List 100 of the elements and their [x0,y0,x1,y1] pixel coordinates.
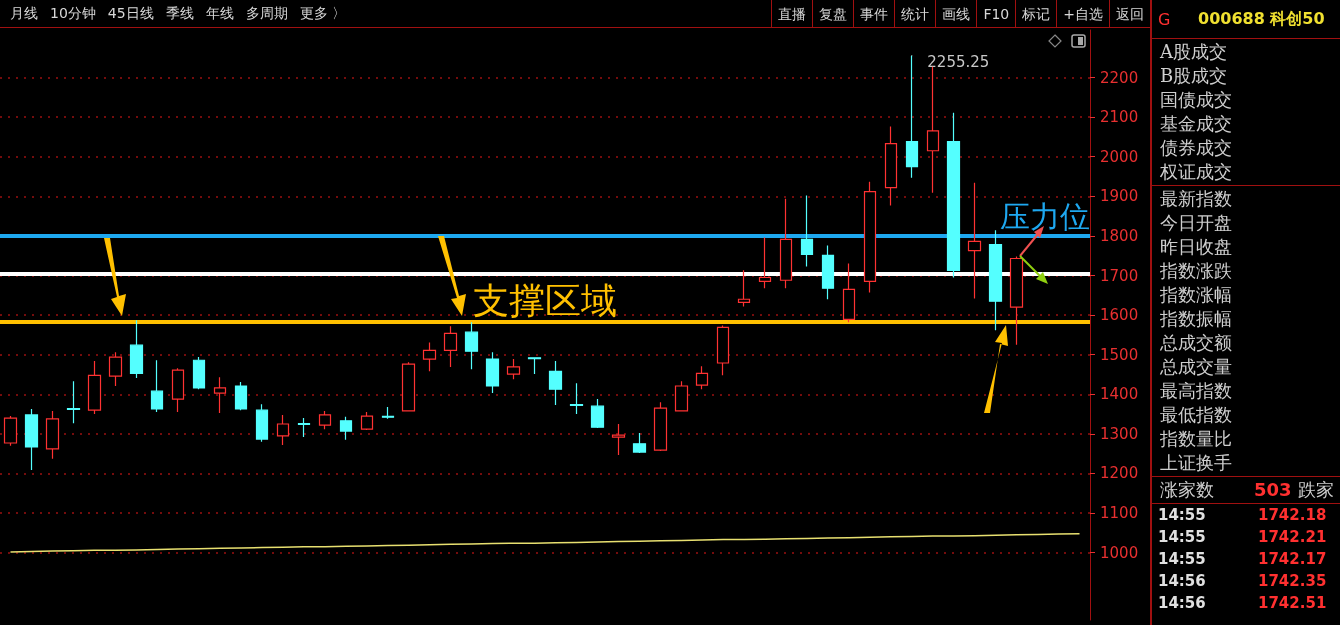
candlestick [988,229,1003,331]
candlestick [485,351,500,394]
text: 涨家数 [1160,478,1214,502]
candlestick [171,367,185,413]
category-label: 14:55 [1157,527,1207,548]
candlestick [569,382,584,415]
candlestick [548,360,563,406]
candlestick [779,198,793,289]
y-tick-label: 2200 [1100,68,1139,87]
candlestick [800,194,814,267]
data-label: 1742.35 [1258,571,1327,592]
text: 503 [1254,478,1292,502]
candlestick [967,182,982,300]
text: B股成交 [1159,64,1229,88]
text: 总成交量 [1159,355,1233,379]
y-tick-label: 1000 [1100,543,1139,562]
candlestick [653,401,668,452]
data-label: 1742.18 [1258,505,1327,526]
y-tick-label: 2100 [1100,108,1139,127]
ref-line-label: 压力位 [1000,199,1090,235]
text: 月线 [10,4,38,23]
candlestick [737,269,751,307]
text: 45日线 [107,4,154,23]
candlestick [443,325,458,368]
candlestick [381,406,395,420]
text: F10 [976,0,1016,28]
candlestick [758,236,772,289]
candlestick [297,417,311,438]
line-series [9,532,1081,553]
annotation: 2255.25 [927,52,990,71]
candlestick [3,415,18,447]
candlestick [401,361,416,412]
category-label: 14:56 [1157,571,1207,592]
text: 事件 [853,0,895,28]
candlestick [926,66,940,194]
text: 昨日收盘 [1159,235,1233,259]
category-label: 14:55 [1157,549,1207,570]
category-label: 14:55 [1157,505,1207,526]
text: 债券成交 [1159,136,1233,160]
text: 标记 [1015,0,1057,28]
text: 年线 [205,4,234,23]
candlestick [674,380,689,412]
candlestick [108,351,123,387]
y-tick-label: 1700 [1100,266,1139,285]
candlestick [611,423,626,456]
y-tick-label: 1600 [1100,306,1139,325]
y-tick-label: 1500 [1100,345,1139,364]
text: 指数量比 [1159,427,1233,451]
text: 更多 〉 [299,4,347,23]
candlestick [87,360,102,415]
candlestick [150,359,164,413]
y-tick-label: 1100 [1100,504,1139,523]
candlestick [842,263,856,323]
y-tick-label: 1800 [1100,226,1139,245]
y-tick-label: 1200 [1100,464,1139,483]
text: 画线 [935,0,977,28]
text: G [1158,9,1172,29]
ref-line-label: 支撑区域 [473,279,617,321]
text: 指数涨幅 [1159,283,1233,307]
text: 最低指数 [1159,403,1233,427]
text: 最新指数 [1159,187,1233,211]
y-tick-label: 1900 [1100,187,1139,206]
candlestick [360,411,374,431]
text: 上证换手 [1159,451,1233,475]
y-tick-label: 1300 [1100,424,1139,443]
candlestick [527,357,542,375]
text: 复盘 [812,0,854,28]
y-tick-label: 2000 [1100,147,1139,166]
candlestick [716,324,730,376]
text: A股成交 [1159,40,1228,64]
data-label: 1742.51 [1258,593,1327,614]
category-label: 14:56 [1157,593,1207,614]
text: 权证成交 [1159,160,1233,184]
text: 跌家 [1297,478,1334,502]
candlestick [884,126,898,207]
candlestick [946,112,961,279]
candlestick [695,365,709,390]
candlestick [905,55,919,179]
candlestick [339,416,353,441]
text: 指数涨跌 [1159,259,1233,283]
candlestick [422,341,437,372]
candlestick [255,403,269,443]
candlestick [863,181,877,294]
candlestick [45,410,60,460]
text: +自选 [1056,0,1109,28]
candlestick [213,376,227,414]
candlestick [464,321,479,370]
candlestick [129,319,144,379]
text: 今日开盘 [1159,211,1233,235]
data-label: 1742.21 [1258,527,1327,548]
candlestick [632,432,647,454]
text: 返回 [1109,0,1150,28]
text: 10分钟 [50,4,96,23]
text: 直播 [771,0,813,28]
candlestick [66,380,81,424]
text: 总成交额 [1159,331,1233,355]
data-label: 1742.17 [1258,549,1327,570]
candlestick [276,414,290,446]
candlestick [506,358,521,380]
text: 指数振幅 [1159,307,1233,331]
